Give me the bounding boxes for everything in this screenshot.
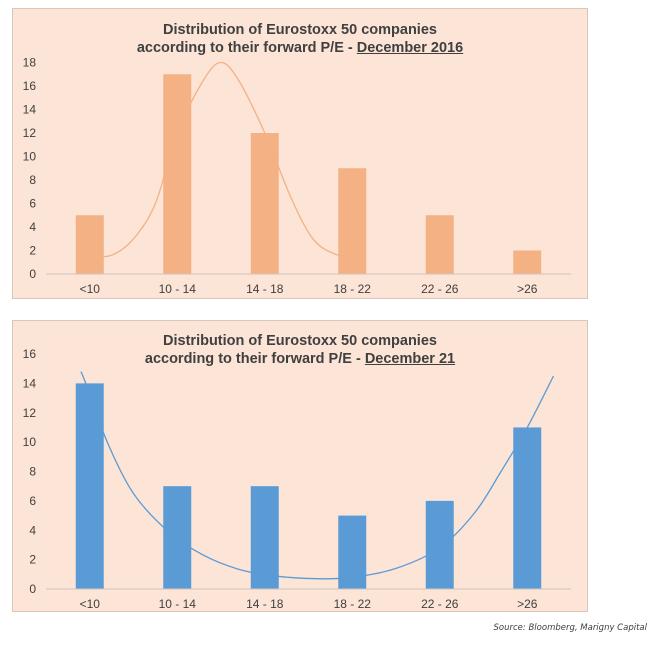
x-tick-label: >26 bbox=[517, 597, 538, 611]
y-tick-label: 10 bbox=[23, 435, 37, 449]
y-tick-label: 12 bbox=[23, 126, 37, 140]
bar-<10 bbox=[75, 215, 104, 274]
y-tick-label: 2 bbox=[29, 553, 36, 567]
y-tick-label: 16 bbox=[23, 347, 37, 361]
y-tick-label: 6 bbox=[29, 197, 36, 211]
trend-line bbox=[89, 61, 353, 258]
bar-18 - 22 bbox=[338, 168, 367, 274]
chart-title-line2: according to their forward P/E - Decembe… bbox=[13, 350, 587, 368]
y-tick-label: 12 bbox=[23, 406, 37, 420]
y-tick-label: 14 bbox=[23, 376, 37, 390]
bar-chart-2021: 0 2 4 6 8 10 12 14 16 <10 10 - 14 14 - 18 18 - 22 22 … bbox=[23, 347, 571, 611]
chart-panel-2021: Distribution of Eurostoxx 50 companies a… bbox=[12, 320, 588, 612]
chart-title: Distribution of Eurostoxx 50 companies a… bbox=[13, 332, 587, 368]
bar-14 - 18 bbox=[250, 133, 279, 274]
y-tick-label: 8 bbox=[29, 173, 36, 187]
x-tick-label: 10 - 14 bbox=[159, 597, 197, 611]
chart-title-date: December 21 bbox=[364, 351, 456, 367]
x-tick-label: 18 - 22 bbox=[334, 282, 372, 296]
chart-title: Distribution of Eurostoxx 50 companies a… bbox=[13, 21, 587, 57]
chart-title-prefix: according to their forward P/E - bbox=[136, 40, 357, 56]
x-tick-label: <10 bbox=[80, 597, 101, 611]
chart-panel-2016: Distribution of Eurostoxx 50 companies a… bbox=[12, 8, 588, 299]
chart-title-date: December 2016 bbox=[356, 40, 464, 56]
x-tick-label: 10 - 14 bbox=[159, 282, 197, 296]
bar->26 bbox=[513, 250, 542, 274]
bar->26 bbox=[513, 427, 542, 589]
chart-title-line2: according to their forward P/E - Decembe… bbox=[13, 39, 587, 57]
y-tick-label: 2 bbox=[29, 244, 36, 258]
x-tick-label: 14 - 18 bbox=[246, 597, 284, 611]
bar-chart-2016: 0 2 4 6 8 10 12 14 16 18 <10 10 - 14 14 - 18 18 - 22 2… bbox=[23, 56, 571, 296]
y-tick-label: 4 bbox=[29, 523, 36, 537]
y-tick-label: 0 bbox=[29, 267, 36, 281]
y-tick-label: 0 bbox=[29, 582, 36, 596]
y-tick-label: 14 bbox=[23, 103, 37, 117]
y-tick-label: 18 bbox=[23, 56, 37, 70]
y-tick-label: 4 bbox=[29, 220, 36, 234]
bar-<10 bbox=[75, 383, 104, 589]
x-tick-label: >26 bbox=[517, 282, 538, 296]
trend-line bbox=[80, 371, 555, 580]
source-note: Source: Bloomberg, Marigny Capital bbox=[493, 623, 647, 633]
y-tick-label: 16 bbox=[23, 79, 37, 93]
bar-14 - 18 bbox=[250, 486, 279, 589]
x-tick-label: 18 - 22 bbox=[334, 597, 372, 611]
chart-title-line1: Distribution of Eurostoxx 50 companies bbox=[163, 333, 437, 349]
bar-22 - 26 bbox=[425, 500, 454, 589]
y-tick-label: 8 bbox=[29, 465, 36, 479]
x-tick-label: 22 - 26 bbox=[421, 597, 459, 611]
y-tick-label: 6 bbox=[29, 494, 36, 508]
y-tick-label: 10 bbox=[23, 150, 37, 164]
bar-10 - 14 bbox=[163, 74, 192, 274]
x-tick-label: 14 - 18 bbox=[246, 282, 284, 296]
bar-22 - 26 bbox=[425, 215, 454, 274]
x-tick-label: 22 - 26 bbox=[421, 282, 459, 296]
bar-10 - 14 bbox=[163, 486, 192, 589]
x-tick-label: <10 bbox=[80, 282, 101, 296]
chart-title-prefix: according to their forward P/E - bbox=[144, 351, 365, 367]
chart-title-line1: Distribution of Eurostoxx 50 companies bbox=[163, 22, 437, 38]
